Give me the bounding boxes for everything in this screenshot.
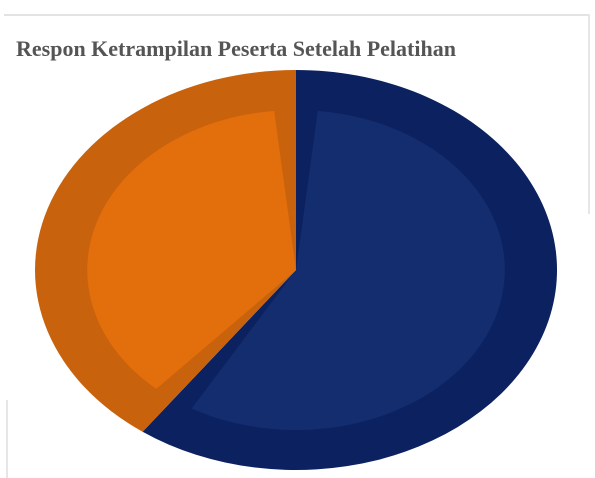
chart-title: Respon Ketrampilan Peserta Setelah Pelat… xyxy=(16,36,456,61)
pie-slice-2-face xyxy=(87,110,297,389)
pie-slice-1-face xyxy=(191,110,505,431)
pie-slices xyxy=(35,70,558,470)
frame-border-right xyxy=(588,14,590,214)
frame-border-top xyxy=(4,14,589,16)
frame-border-left xyxy=(6,400,8,478)
